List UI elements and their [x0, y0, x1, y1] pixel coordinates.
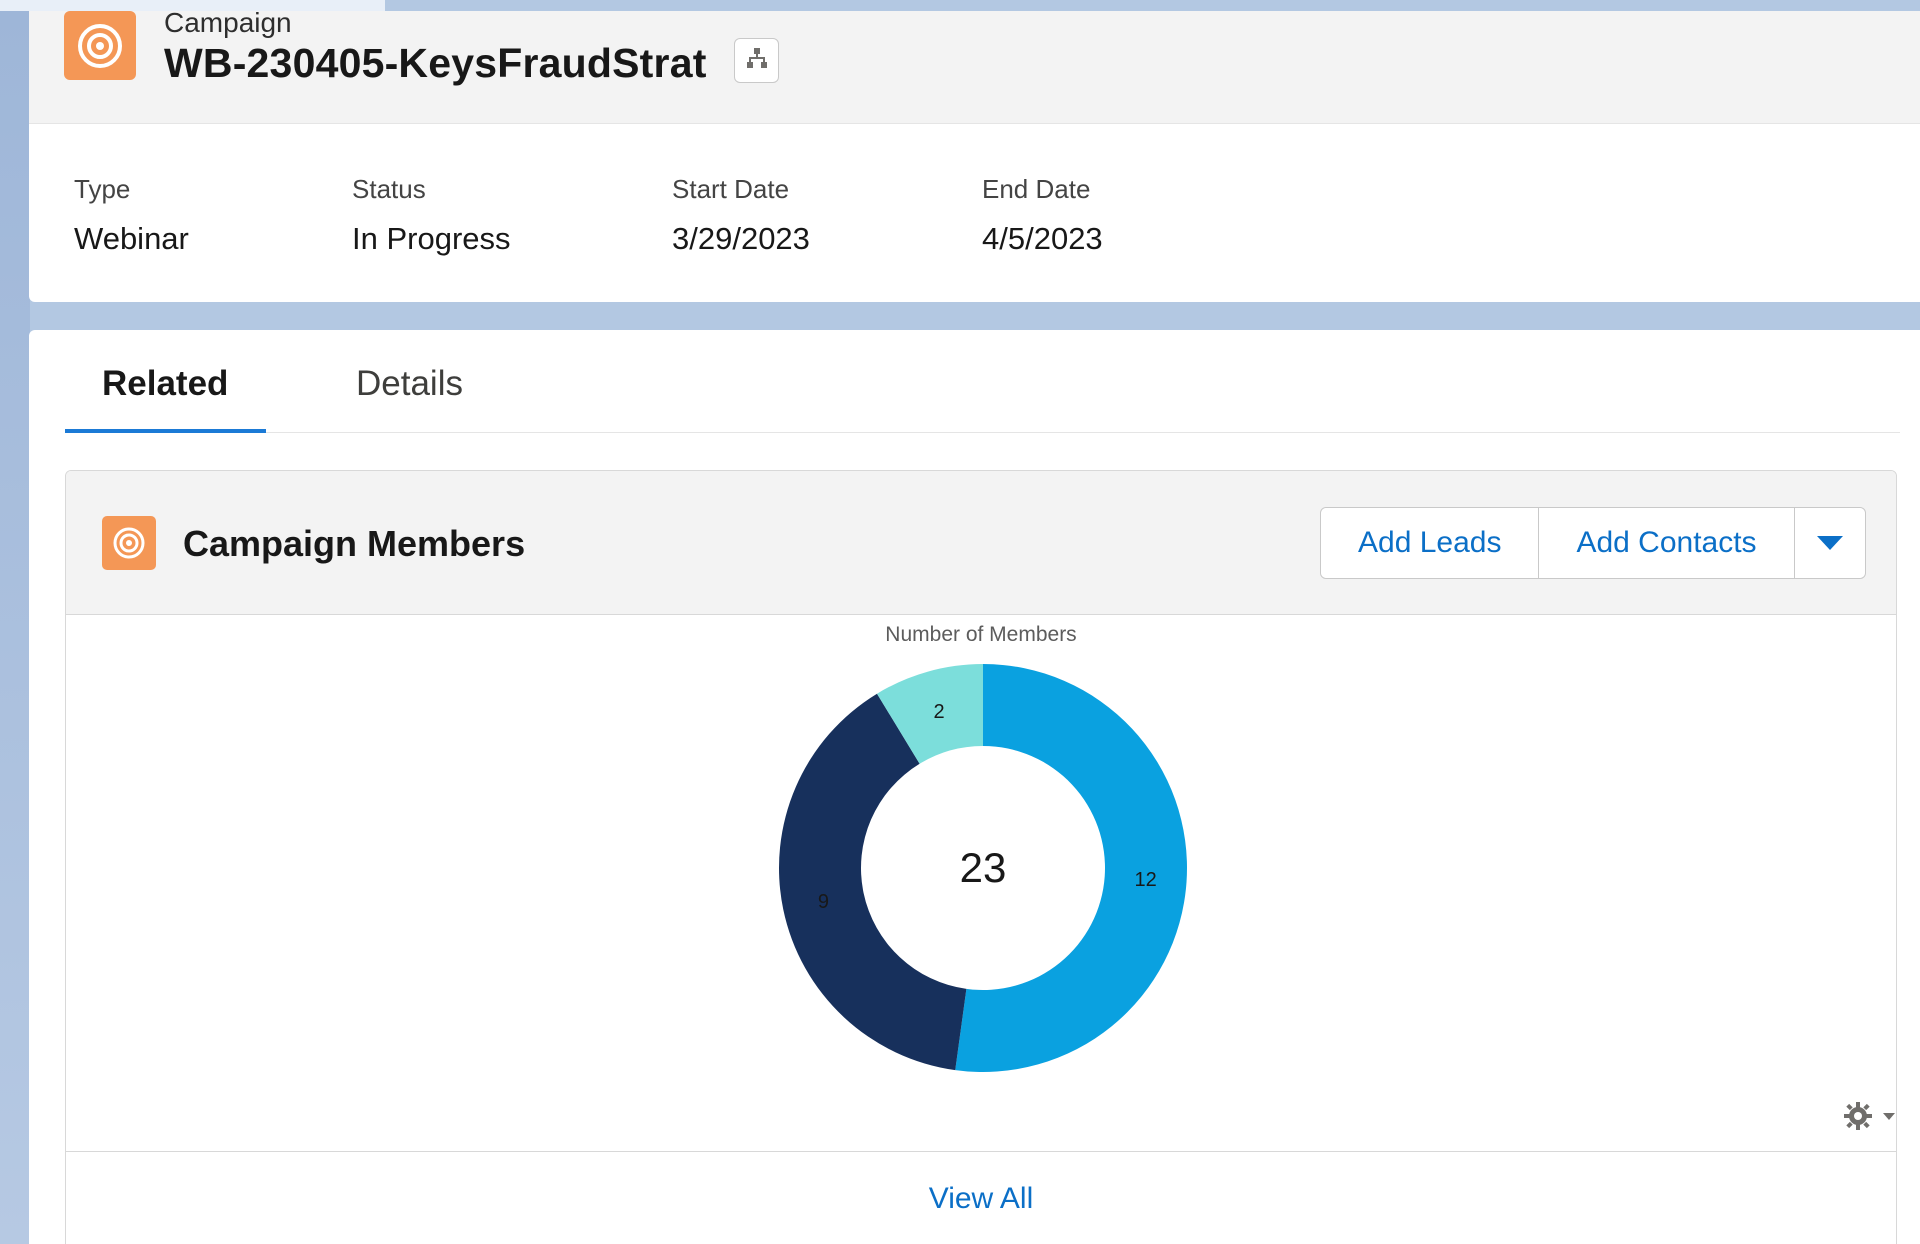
field-value: Webinar [74, 221, 189, 256]
add-leads-button[interactable]: Add Leads [1321, 508, 1540, 578]
donut-slice[interactable] [779, 693, 967, 1071]
chevron-down-icon [1816, 526, 1844, 560]
record-title: WB-230405-KeysFraudStrat [164, 40, 707, 86]
field-label: Type [74, 174, 131, 204]
hierarchy-icon [746, 47, 768, 74]
related-list-title[interactable]: Campaign Members [183, 523, 526, 564]
hierarchy-button[interactable] [734, 38, 779, 83]
more-actions-button[interactable] [1794, 508, 1865, 578]
chart-title: Number of Members [885, 623, 1077, 646]
slice-label: 2 [933, 701, 944, 723]
main-card: Related Details Campaign Members Add Lea… [29, 330, 1920, 1244]
field-start-date: Start Date 3/29/2023 [672, 174, 810, 257]
record-header: Campaign WB-230405-KeysFraudStrat [29, 7, 1920, 124]
donut-chart: 12 9 2 23 [779, 664, 1187, 1072]
field-end-date: End Date 4/5/2023 [982, 174, 1103, 257]
object-label: Campaign [164, 7, 292, 38]
field-label: Start Date [672, 174, 790, 204]
field-value: 3/29/2023 [672, 221, 810, 256]
related-list-header: Campaign Members Add Leads Add Contacts [66, 471, 1896, 615]
slice-label: 9 [818, 891, 829, 913]
field-value: 4/5/2023 [982, 221, 1103, 256]
donut-slice[interactable] [955, 664, 1187, 1072]
chart-settings-button[interactable] [1843, 1100, 1903, 1139]
tab-bar: Related Details [65, 330, 1900, 433]
campaign-target-icon [102, 516, 156, 570]
action-button-group: Add Leads Add Contacts [1320, 507, 1866, 579]
field-value: In Progress [352, 221, 511, 256]
field-type: Type Webinar [74, 174, 189, 257]
slice-label: 12 [1134, 869, 1156, 891]
view-all-link[interactable]: View All [928, 1182, 1034, 1215]
top-bar-fragment [0, 0, 385, 11]
field-label: End Date [982, 174, 1091, 204]
field-label: Status [352, 174, 426, 204]
donut-slice[interactable] [877, 664, 983, 764]
active-tab-indicator [65, 429, 266, 433]
tab-related[interactable]: Related [102, 364, 229, 403]
chart-area: Number of Members 12 9 2 23 [66, 615, 1896, 1151]
campaign-members-card: Campaign Members Add Leads Add Contacts … [65, 470, 1897, 1244]
highlights-panel: Type Webinar Status In Progress Start Da… [29, 124, 1920, 302]
add-contacts-button[interactable]: Add Contacts [1539, 508, 1795, 578]
gear-icon [1843, 1102, 1903, 1138]
tab-details[interactable]: Details [356, 364, 463, 403]
related-list-footer: View All [66, 1151, 1896, 1244]
background-strip [0, 0, 30, 1244]
campaign-target-icon [64, 11, 136, 80]
donut-total: 23 [960, 844, 1007, 891]
field-status: Status In Progress [352, 174, 511, 257]
